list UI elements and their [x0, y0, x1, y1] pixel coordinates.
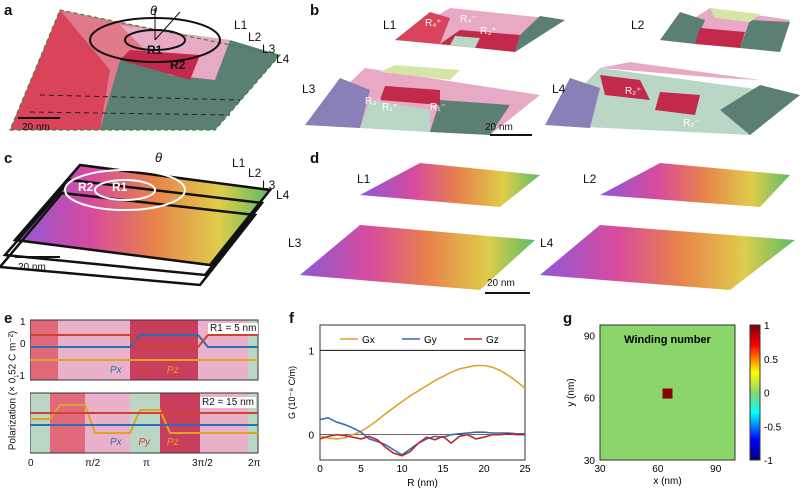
y-tick-label: 30: [584, 456, 596, 467]
view-label: L2: [631, 18, 645, 32]
colorbar: [749, 324, 761, 461]
colorbar-tick-label: 0.5: [764, 355, 778, 366]
y-axis-label: G (10⁻⁹ C/m): [287, 366, 297, 419]
legend-label: Gy: [424, 335, 437, 346]
x-axis-label: R (nm): [407, 478, 438, 488]
legend-py: Py: [138, 365, 151, 376]
panel-d-letter: d: [310, 150, 320, 167]
legend-label: Gz: [486, 335, 499, 346]
domain-label: R₁⁻: [430, 102, 446, 113]
panel-a-letter: a: [4, 2, 13, 19]
panel-e-letter: e: [4, 310, 13, 327]
colorbar-tick-label: 1: [764, 321, 770, 332]
y-tick-label: 0: [308, 431, 314, 442]
scale-bar-label: 20 nm: [18, 262, 46, 273]
colorbar-tick-label: -1: [764, 456, 773, 467]
legend-pz: Pz: [166, 365, 179, 376]
x-tick-label: 30: [594, 464, 606, 475]
e-top-legend: Px Py Pz: [110, 365, 179, 376]
y-tick-label: 60: [584, 394, 596, 405]
y-tick-label: 90: [584, 331, 596, 342]
e-ytick: -1: [16, 371, 25, 382]
domain-label: R₄⁺: [425, 18, 442, 29]
e-xtick: 0: [28, 458, 34, 469]
domain-label: R₃⁺: [480, 26, 497, 37]
scale-bar-label: 20 nm: [487, 278, 515, 289]
x-tick-label: 15: [437, 464, 449, 475]
e-ylabel: Polarization (× 0.52 C m⁻²): [7, 330, 19, 451]
view-label: L3: [288, 236, 302, 250]
panel-b-letter: b: [310, 2, 320, 19]
y-axis-label: y (nm): [566, 378, 577, 406]
series-line-gx: [319, 364, 526, 440]
x-tick-label: 25: [519, 464, 531, 475]
panel-c-letter: c: [4, 150, 13, 167]
legend-pz: Pz: [166, 437, 179, 448]
r2-label: R2: [78, 180, 94, 194]
colorbar-tick-label: -0.5: [764, 422, 782, 433]
layer-label: L2: [248, 166, 262, 180]
e-ytick: 0: [20, 339, 26, 350]
view-label: L4: [540, 236, 554, 250]
r1-label: R1: [112, 180, 128, 194]
theta-label: θ: [150, 3, 158, 18]
legend-py: Py: [138, 437, 151, 448]
winding-number-heatmap: Winding number 30 60 90 30 60 90 x (nm) y (nm) 1 0…: [566, 321, 782, 487]
x-axis-label: x (nm): [653, 476, 681, 487]
panel-c-vector-field: [0, 163, 273, 287]
layer-label: L3: [262, 178, 276, 192]
view-label: L4: [552, 82, 566, 96]
e-xtick: 3π/2: [192, 458, 213, 469]
view-label: L1: [357, 172, 371, 186]
series-line-gz: [319, 433, 525, 457]
theta-label: θ: [155, 150, 163, 165]
layer-label: L4: [276, 52, 290, 66]
x-tick-label: 90: [710, 464, 722, 475]
r2-label: R2: [170, 58, 186, 72]
x-tick-label: 5: [358, 464, 364, 475]
layer-label: L2: [248, 30, 262, 44]
layer-label: L1: [232, 156, 246, 170]
layer-label: L1: [234, 18, 248, 32]
domain-label: R₂⁺: [625, 86, 642, 97]
e-top-note: R1 = 5 nm: [208, 323, 259, 334]
e-bottom-legend: Px Py Pz: [110, 437, 179, 448]
e-bottom-note: R2 = 15 nm: [200, 397, 256, 408]
y-tick-label: 1: [308, 346, 314, 357]
legend-label: Gx: [362, 335, 375, 346]
view-label: L3: [302, 82, 316, 96]
x-tick-label: 0: [317, 464, 323, 475]
e-xtick: 2π: [248, 458, 261, 469]
e-xtick: π/2: [85, 458, 101, 469]
legend-px: Px: [110, 437, 122, 448]
x-tick-label: 60: [652, 464, 664, 475]
layer-label: L3: [262, 42, 276, 56]
scale-bar-label: 20 nm: [22, 122, 50, 133]
e-ytick: 1: [20, 317, 26, 328]
r1-label: R1: [147, 43, 163, 57]
g-vs-r-chart: 0 5 10 15 20 25 0 1 R (nm) G (10⁻⁹ C/m) Gx Gy Gz: [287, 324, 531, 488]
panel-a-film: [9, 8, 282, 131]
scale-bar-label: 20 nm: [485, 122, 513, 133]
colorbar-tick-label: 0: [764, 389, 770, 400]
domain-label: R₂⁻: [683, 118, 700, 129]
panel-e-plots: [30, 319, 259, 454]
domain-label: R₄⁻: [460, 14, 477, 25]
legend-px: Px: [110, 365, 122, 376]
heatmap-cell: [662, 388, 673, 399]
view-label: L2: [583, 172, 597, 186]
domain-label: R₃⁻: [365, 96, 382, 107]
plot-frame: [319, 324, 526, 461]
view-label: L1: [383, 18, 397, 32]
layer-label: L4: [276, 188, 290, 202]
heatmap-title: Winding number: [624, 334, 711, 346]
panel-d-vector-fields: [300, 163, 795, 294]
x-tick-label: 10: [396, 464, 408, 475]
panel-f-letter: f: [289, 310, 294, 327]
x-tick-label: 20: [478, 464, 490, 475]
e-xtick: π: [143, 458, 150, 469]
domain-label: R₁⁺: [382, 102, 398, 113]
panel-g-letter: g: [563, 310, 573, 327]
panel-b-layers: [305, 8, 800, 136]
